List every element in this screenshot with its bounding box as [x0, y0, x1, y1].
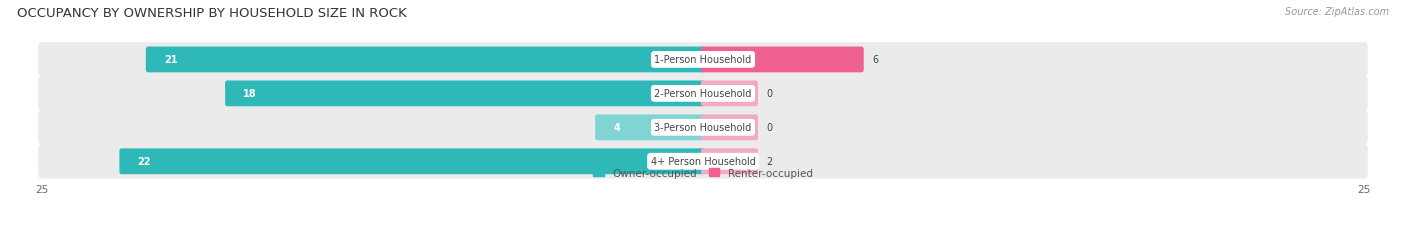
Legend: Owner-occupied, Renter-occupied: Owner-occupied, Renter-occupied [593, 168, 813, 178]
FancyBboxPatch shape [225, 81, 706, 107]
Text: 0: 0 [766, 123, 772, 133]
FancyBboxPatch shape [595, 115, 706, 141]
FancyBboxPatch shape [120, 149, 706, 174]
FancyBboxPatch shape [700, 47, 863, 73]
FancyBboxPatch shape [38, 111, 1368, 145]
Text: 4+ Person Household: 4+ Person Household [651, 157, 755, 167]
FancyBboxPatch shape [38, 77, 1368, 111]
FancyBboxPatch shape [700, 149, 758, 174]
Text: 1-Person Household: 1-Person Household [654, 55, 752, 65]
Text: 0: 0 [766, 89, 772, 99]
Text: 22: 22 [138, 157, 150, 167]
FancyBboxPatch shape [146, 47, 706, 73]
FancyBboxPatch shape [700, 115, 758, 141]
Text: 21: 21 [163, 55, 177, 65]
Text: 3-Person Household: 3-Person Household [654, 123, 752, 133]
Text: 18: 18 [243, 89, 257, 99]
FancyBboxPatch shape [700, 81, 758, 107]
Text: 4: 4 [613, 123, 620, 133]
Text: 2-Person Household: 2-Person Household [654, 89, 752, 99]
FancyBboxPatch shape [38, 43, 1368, 77]
Text: 6: 6 [872, 55, 879, 65]
Text: 2: 2 [766, 157, 773, 167]
FancyBboxPatch shape [38, 144, 1368, 179]
Text: OCCUPANCY BY OWNERSHIP BY HOUSEHOLD SIZE IN ROCK: OCCUPANCY BY OWNERSHIP BY HOUSEHOLD SIZE… [17, 7, 406, 20]
Text: Source: ZipAtlas.com: Source: ZipAtlas.com [1285, 7, 1389, 17]
